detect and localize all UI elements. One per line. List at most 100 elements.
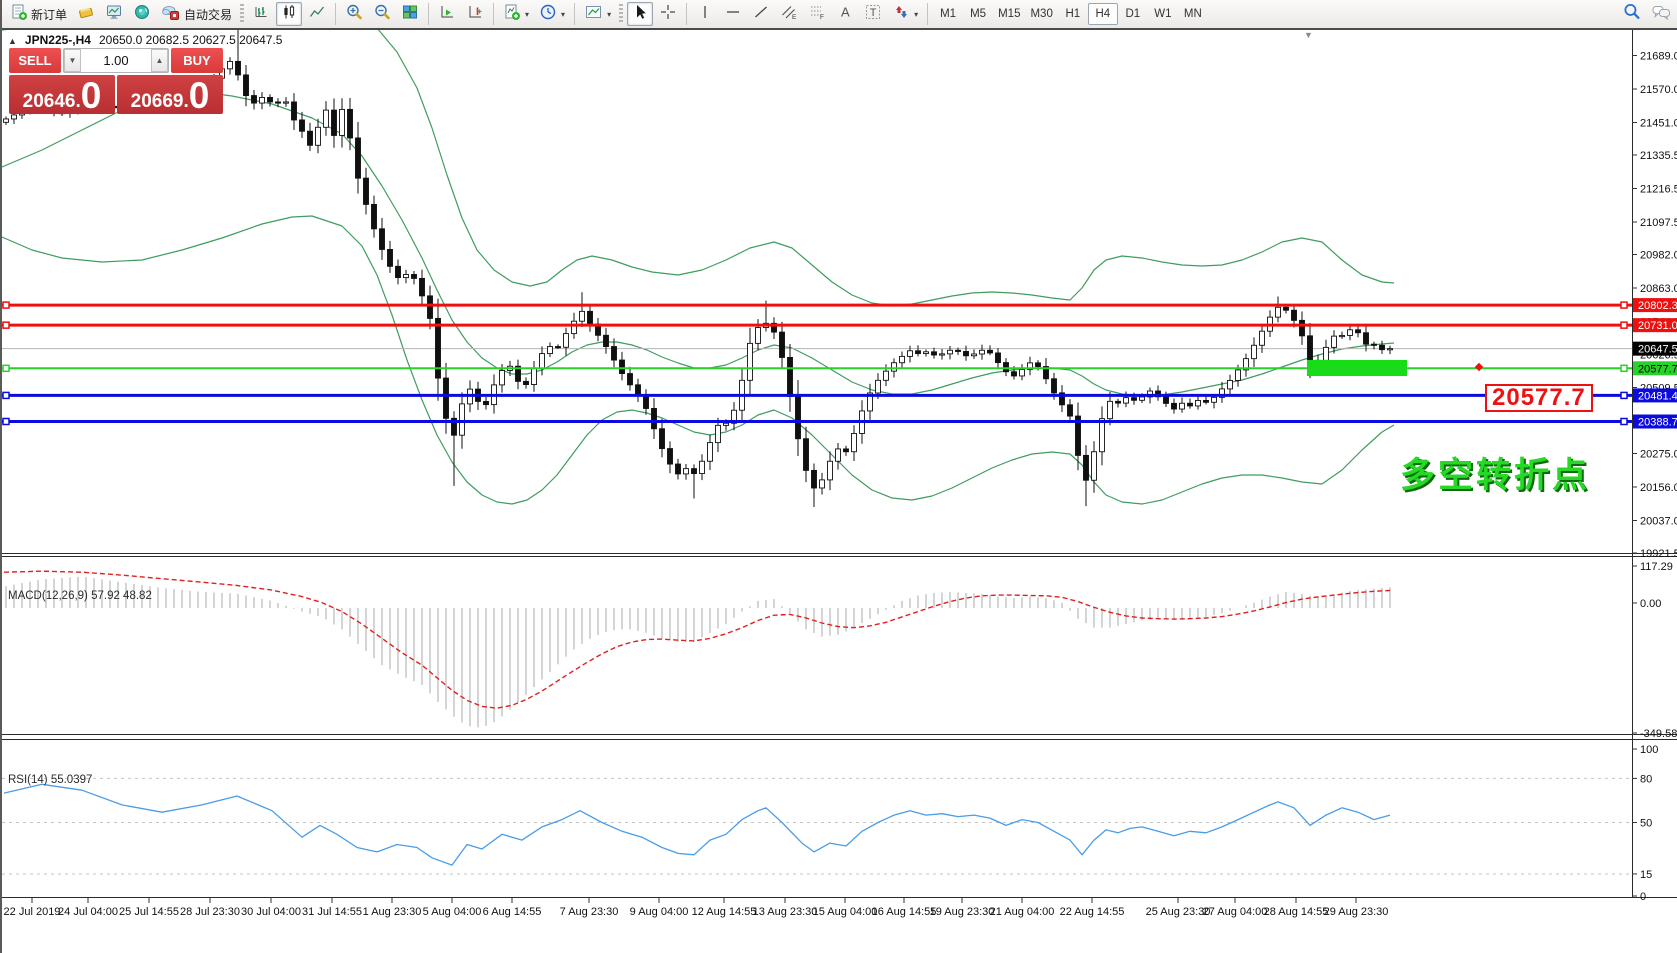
rsi-indicator-label: RSI(14) 55.0397 [8, 774, 93, 786]
periods-button[interactable]: ▾ [535, 2, 569, 26]
trendline-icon [752, 3, 770, 26]
auto-trading-button[interactable]: 自动交易 [157, 2, 236, 26]
equidistant-channel-icon: E [780, 3, 798, 26]
toolbar-separator [493, 3, 495, 25]
candlestick-chart-button[interactable] [276, 2, 303, 26]
volume-input[interactable]: 1.00 [103, 53, 129, 68]
timeframe-w1-button[interactable]: W1 [1154, 8, 1172, 20]
toolbar-separator [574, 3, 576, 25]
price-level-annotation[interactable]: 20577.7 [1485, 384, 1593, 412]
horizontal-line-icon [724, 3, 742, 26]
svg-text:9 Aug 04:00: 9 Aug 04:00 [630, 906, 689, 918]
svg-text:27 Aug 04:00: 27 Aug 04:00 [1203, 906, 1268, 918]
toolbar-separator [686, 3, 688, 25]
buy-price-tile[interactable]: 20669. 0 [117, 75, 223, 114]
svg-text:25 Jul 14:55: 25 Jul 14:55 [119, 906, 179, 918]
equidistant-channel-button[interactable]: E [776, 2, 802, 26]
tile-windows-button[interactable] [397, 2, 423, 26]
timeframe-mn-button[interactable]: MN [1183, 8, 1202, 20]
chart-ohlc-values: 20650.0 20682.5 20627.5 20647.5 [98, 33, 283, 47]
arrows-button[interactable]: ▾ [888, 2, 922, 26]
vertical-line-icon [696, 3, 714, 26]
svg-text:20982.0: 20982.0 [1640, 250, 1677, 262]
signals-icon [133, 3, 151, 26]
svg-text:28 Jul 23:30: 28 Jul 23:30 [180, 906, 240, 918]
templates-button[interactable]: ▾ [580, 2, 615, 26]
timeframe-d1-button[interactable]: D1 [1125, 8, 1141, 20]
arrows-icon [892, 3, 910, 26]
sell-price-tile[interactable]: 20646. 0 [9, 75, 115, 114]
svg-text:21097.5: 21097.5 [1640, 217, 1677, 229]
turning-point-annotation[interactable]: 多空转折点 [1400, 456, 1591, 495]
timeframe-h1-button[interactable]: H1 [1065, 8, 1081, 20]
sell-price-dot: . [75, 91, 81, 112]
trendline-button[interactable] [748, 2, 774, 26]
svg-text:A: A [841, 4, 850, 19]
chat-icon [1651, 3, 1671, 26]
svg-text:F: F [820, 14, 824, 21]
new-order-icon [10, 3, 28, 26]
charts-icon [105, 3, 123, 26]
svg-text:21570.0: 21570.0 [1640, 84, 1677, 96]
chart-shift-button[interactable] [462, 2, 488, 26]
svg-text:20731.0: 20731.0 [1638, 320, 1677, 332]
chart-shift-marker-icon[interactable]: ▼ [1304, 30, 1313, 40]
sell-button[interactable]: SELL [9, 48, 61, 73]
auto-trading-label: 自动交易 [184, 7, 233, 22]
templates-icon [584, 3, 603, 26]
zoom-in-button[interactable] [341, 2, 367, 26]
svg-text:19 Aug 23:30: 19 Aug 23:30 [930, 906, 995, 918]
svg-text:25 Aug 23:30: 25 Aug 23:30 [1146, 906, 1211, 918]
svg-text:20037.0: 20037.0 [1640, 515, 1677, 527]
charts-button[interactable] [101, 2, 127, 26]
chart-symbol-label: JPN225-,H4 [24, 33, 91, 47]
timeframe-m15-button[interactable]: M15 [998, 8, 1021, 20]
bar-chart-button[interactable] [248, 2, 274, 26]
svg-text:20275.0: 20275.0 [1640, 449, 1677, 461]
fibonacci-icon: F [808, 3, 826, 26]
volume-increase-button[interactable]: ▲ [151, 49, 168, 72]
new-order-label: 新订单 [31, 7, 68, 22]
cursor-button[interactable] [627, 2, 654, 26]
svg-text:1 Aug 23:30: 1 Aug 23:30 [363, 906, 422, 918]
timeframe-h4-button[interactable]: H4 [1087, 3, 1118, 25]
svg-text:24 Jul 04:00: 24 Jul 04:00 [58, 906, 118, 918]
timeframe-m1-button[interactable]: M1 [940, 8, 957, 20]
line-chart-button[interactable] [304, 2, 330, 26]
chevron-down-icon: ▾ [914, 9, 919, 19]
svg-text:12 Aug 14:55: 12 Aug 14:55 [692, 906, 757, 918]
svg-text:16 Aug 14:55: 16 Aug 14:55 [872, 906, 937, 918]
auto-scroll-button[interactable] [434, 2, 460, 26]
chart-canvas[interactable]: 21804.521689.021570.021451.021335.521216… [2, 0, 1677, 923]
sell-price-pips: 0 [80, 74, 102, 116]
volume-decrease-button[interactable]: ▼ [64, 49, 81, 72]
market-watch-button[interactable] [73, 2, 99, 26]
timeframe-m30-button[interactable]: M30 [1030, 8, 1053, 20]
crosshair-icon [659, 3, 677, 26]
horizontal-line-button[interactable] [720, 2, 746, 26]
text-button[interactable]: A [832, 2, 858, 26]
signals-button[interactable] [129, 2, 155, 26]
svg-text:0: 0 [1640, 891, 1646, 903]
collapse-panel-icon[interactable]: ▲ [8, 36, 17, 46]
vertical-line-button[interactable] [692, 2, 718, 26]
search-button[interactable] [1618, 2, 1645, 26]
fibonacci-button[interactable]: F [804, 2, 830, 26]
svg-text:28 Aug 14:55: 28 Aug 14:55 [1264, 906, 1329, 918]
chat-button[interactable] [1647, 2, 1675, 26]
toolbar-grip [619, 4, 624, 24]
buy-button[interactable]: BUY [171, 48, 223, 73]
candlestick-chart-icon [280, 3, 298, 26]
text-label-button[interactable]: T [860, 2, 886, 26]
zoom-out-button[interactable] [369, 2, 395, 26]
indicators-icon [503, 3, 521, 26]
indicators-button[interactable]: ▾ [499, 2, 533, 26]
svg-text:21451.0: 21451.0 [1640, 117, 1677, 129]
new-order-button[interactable]: 新订单 [6, 2, 71, 26]
timeframe-m5-button[interactable]: M5 [970, 8, 987, 20]
crosshair-button[interactable] [655, 2, 681, 26]
auto-scroll-icon [438, 3, 456, 26]
zoom-in-icon [345, 3, 363, 26]
bar-chart-icon [252, 3, 270, 26]
periods-clock-icon [539, 3, 557, 26]
